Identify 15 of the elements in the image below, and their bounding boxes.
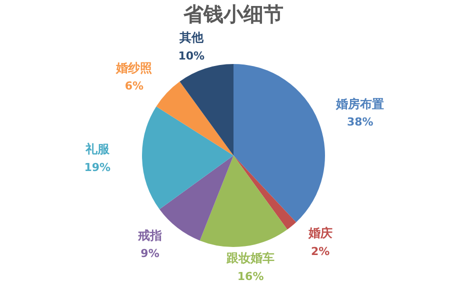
slice-label: 婚房布置 (335, 96, 384, 111)
slice-label: 其他 (178, 30, 204, 45)
chart-title: 省钱小细节 (182, 2, 284, 26)
slice-label: 婚庆 (307, 226, 332, 240)
slice-label: 戒指 (137, 228, 162, 242)
data-label: 10% (178, 49, 205, 62)
data-label: 38% (346, 116, 374, 129)
slice-label: 婚纱照 (115, 60, 152, 75)
data-label: 16% (237, 270, 264, 283)
data-label: 6% (124, 80, 144, 93)
data-label: 2% (310, 244, 330, 258)
data-label: 9% (140, 247, 160, 260)
slice-label: 跟妆婚车 (226, 251, 275, 266)
data-label: 19% (84, 160, 111, 174)
slice-label: 礼服 (84, 142, 110, 156)
